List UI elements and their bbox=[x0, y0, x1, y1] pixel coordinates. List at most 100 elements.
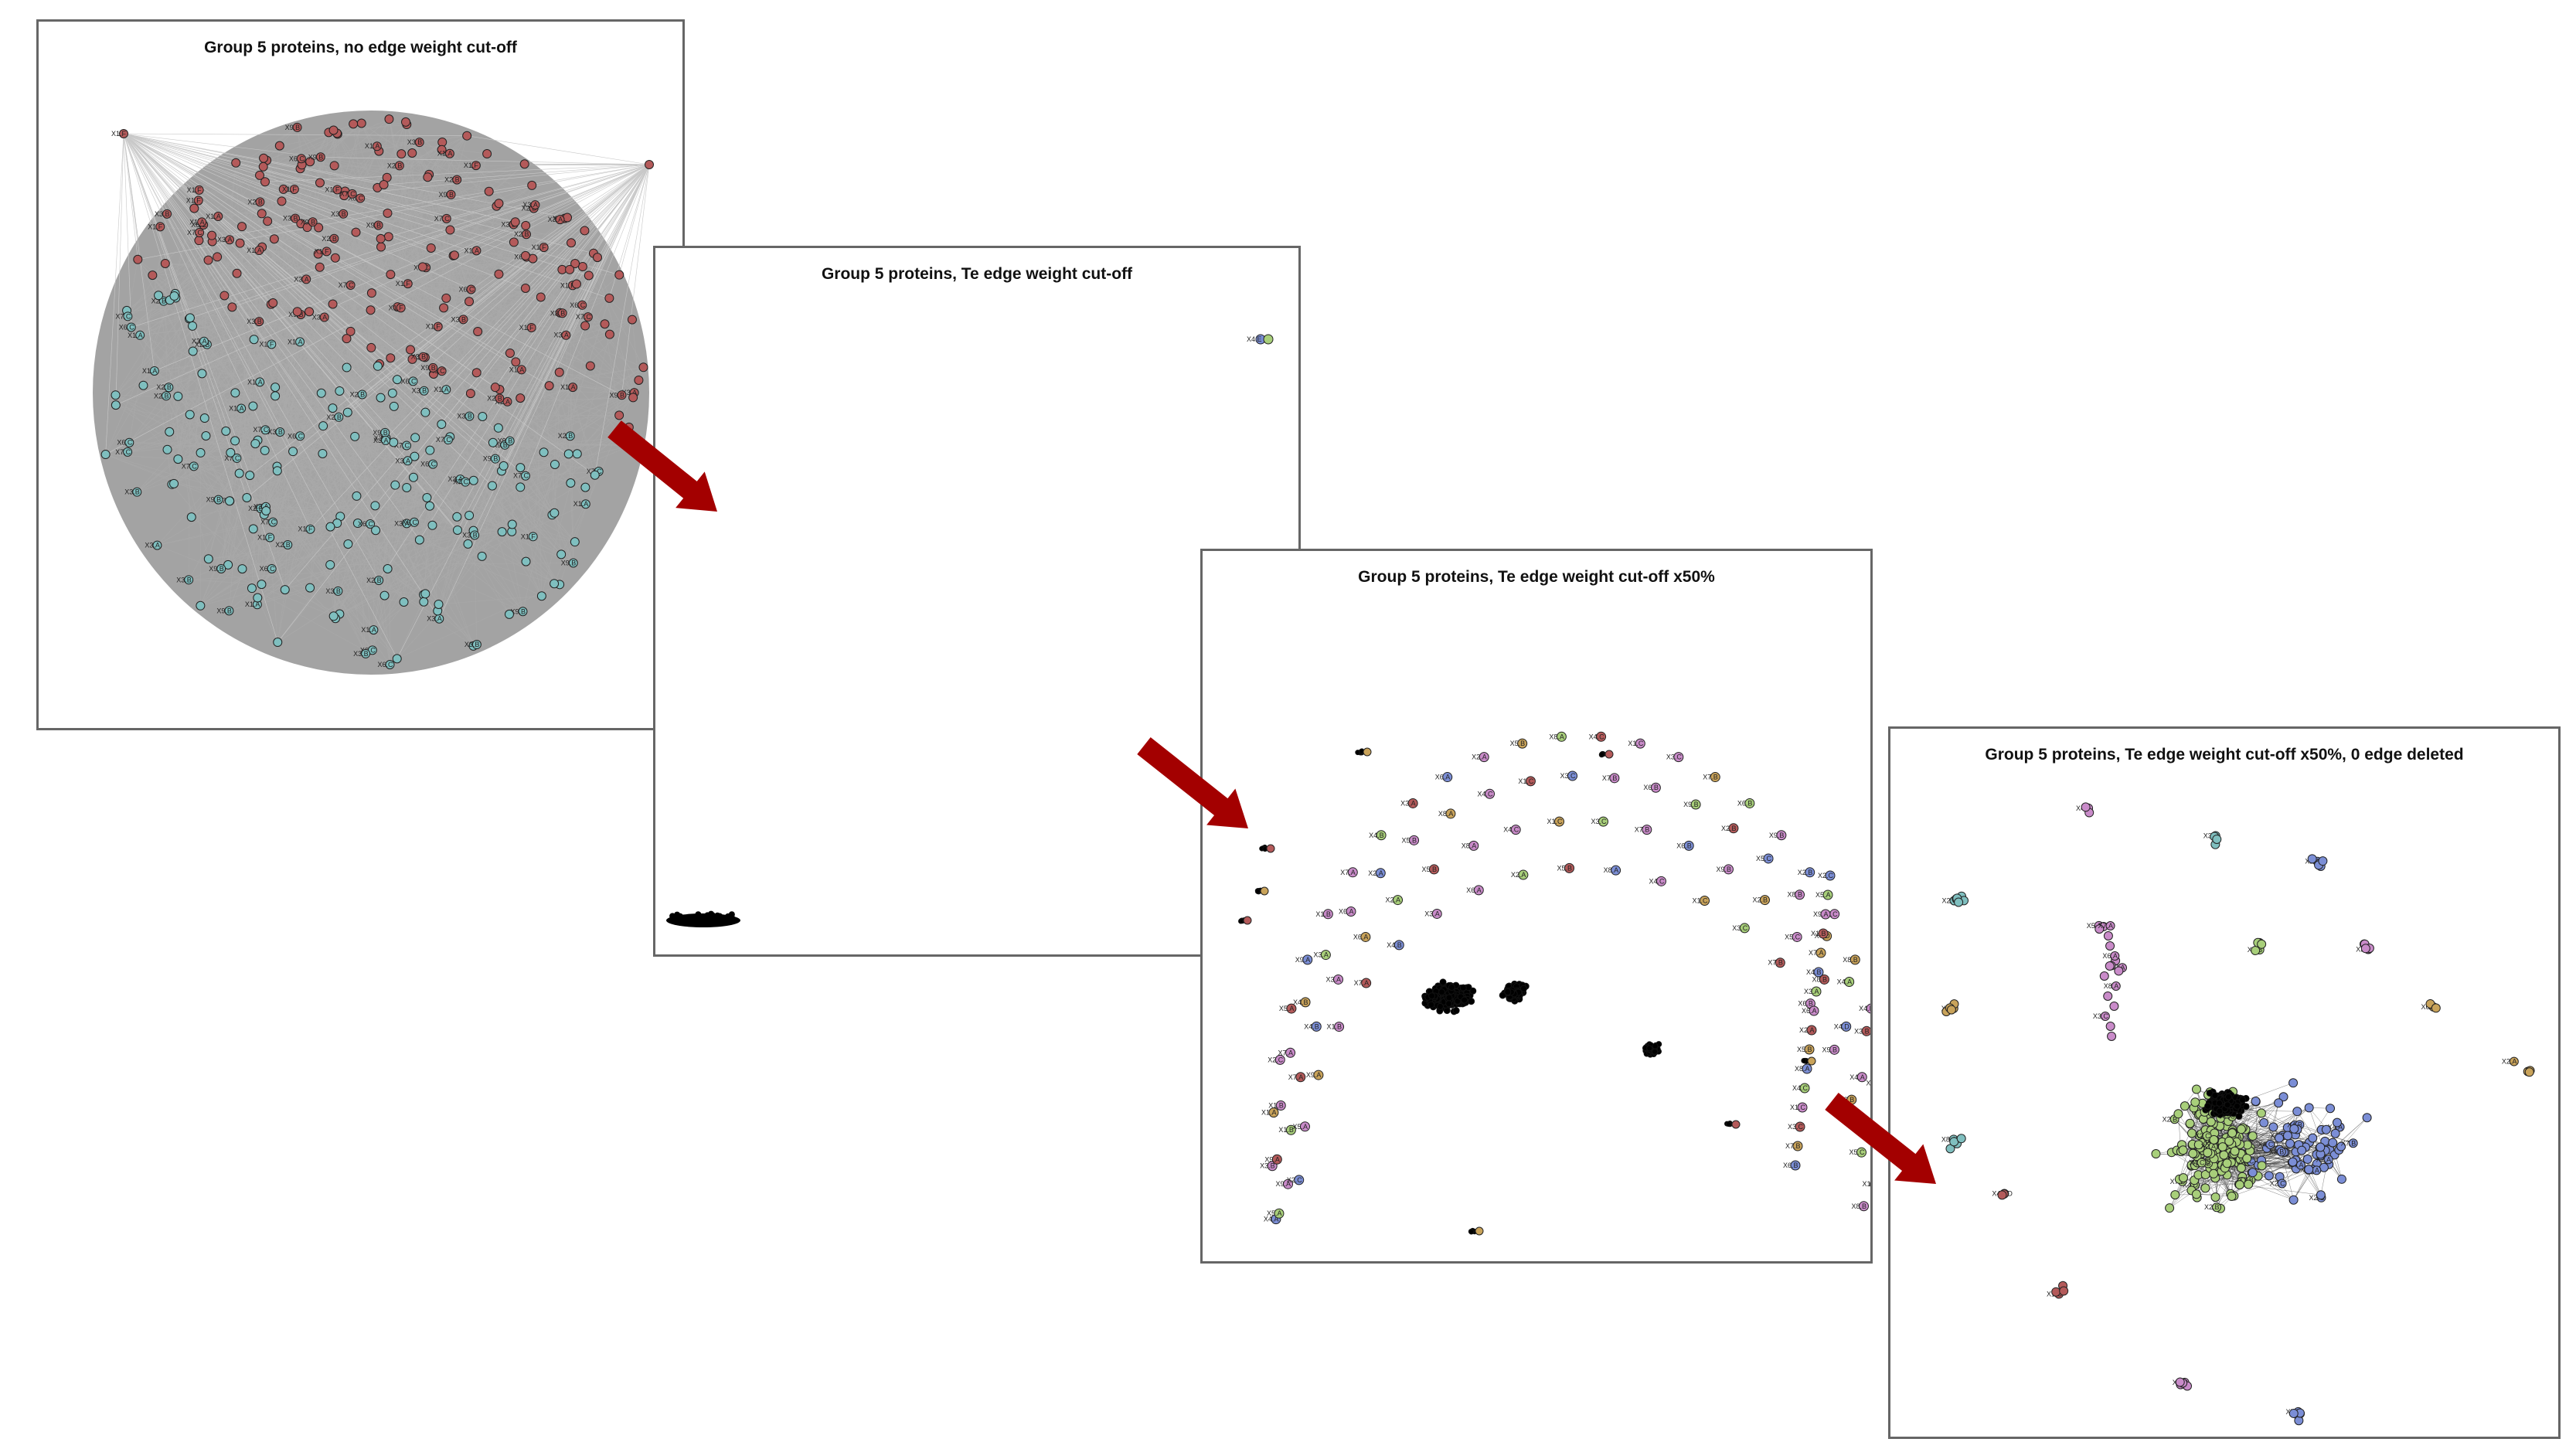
network-node bbox=[392, 654, 402, 664]
node-label: X7.B bbox=[1768, 959, 1783, 967]
network-node bbox=[345, 326, 356, 336]
network-node: X4.B bbox=[1369, 830, 1387, 841]
node-label: X3.A bbox=[427, 615, 442, 623]
network-node bbox=[258, 162, 268, 172]
node-label: X1.A bbox=[1261, 1109, 1277, 1117]
network-node: X3.A bbox=[373, 435, 391, 445]
node-label: X3.C bbox=[1732, 924, 1748, 932]
network-node bbox=[566, 478, 576, 488]
network-node bbox=[2332, 1117, 2342, 1128]
node-label: X2.C bbox=[1268, 1056, 1284, 1063]
network-node bbox=[539, 447, 549, 457]
network-node: X7.C bbox=[513, 471, 530, 481]
network-node: X6.C bbox=[400, 376, 418, 386]
node-label: X2.B bbox=[487, 395, 502, 403]
network-node: X3.A bbox=[1313, 950, 1331, 961]
node-label: X5.A bbox=[2087, 922, 2102, 930]
network-node: X1.F bbox=[282, 184, 299, 194]
network-node bbox=[614, 270, 624, 280]
dense-cluster bbox=[1355, 748, 1365, 756]
node-label: X2.B bbox=[248, 505, 264, 512]
network-node: X4.A bbox=[1849, 1072, 1867, 1083]
node-label: X4.A bbox=[1849, 1073, 1865, 1081]
network-node bbox=[645, 160, 654, 169]
network-node: X3.A bbox=[192, 336, 209, 346]
network-node bbox=[419, 597, 429, 607]
network-node bbox=[2288, 1157, 2298, 1167]
network-node bbox=[422, 493, 432, 503]
node-label: X8.A bbox=[1462, 842, 1477, 849]
node-label: X9.B bbox=[420, 364, 436, 372]
node-label: X2.B bbox=[522, 205, 537, 213]
network-node: X9.B bbox=[1716, 864, 1734, 875]
network-node: X1.A bbox=[365, 141, 382, 151]
network-node bbox=[194, 236, 204, 246]
node-label: X6.C bbox=[289, 155, 305, 162]
node-label: X4.C bbox=[1589, 733, 1605, 740]
network-node bbox=[253, 593, 263, 603]
node-label: X6.C bbox=[400, 377, 417, 385]
collapsed-cluster bbox=[666, 910, 740, 927]
node-label: X8.A bbox=[1604, 866, 1619, 874]
network-node bbox=[2304, 1165, 2314, 1175]
network-node bbox=[593, 253, 603, 263]
network-node bbox=[488, 437, 498, 447]
network-node: X6.A bbox=[1802, 1005, 1819, 1016]
network-node: X1.B bbox=[1278, 1124, 1296, 1135]
network-node bbox=[1956, 1134, 1966, 1144]
network-node: X5.A bbox=[1292, 1121, 1310, 1132]
network-node bbox=[328, 403, 338, 413]
node-label: X2.A bbox=[2201, 1143, 2217, 1151]
network-node: X1.A bbox=[573, 499, 590, 509]
network-node bbox=[2248, 1168, 2258, 1178]
node-label: X3.A bbox=[1424, 910, 1440, 917]
node-label: X3.A bbox=[145, 542, 160, 549]
network-node bbox=[2307, 854, 2317, 864]
node-label: X5.B bbox=[1422, 866, 1438, 873]
node-label: X2.B bbox=[444, 176, 460, 184]
node-label: X3.B bbox=[412, 387, 427, 395]
network-node: X3.C bbox=[1732, 923, 1750, 934]
network-node bbox=[556, 549, 567, 560]
node-label: X4.B bbox=[1806, 968, 1822, 976]
dense-cluster bbox=[1598, 750, 1606, 758]
network-node: X7.A bbox=[1809, 947, 1826, 958]
node-label: X1.F bbox=[325, 186, 340, 194]
node-label: X1.C bbox=[1518, 777, 1534, 785]
network-node bbox=[638, 362, 648, 372]
node-label: X3.B bbox=[464, 641, 480, 648]
node-label: X3.B bbox=[283, 215, 298, 223]
network-node bbox=[315, 178, 325, 188]
node-label: X2.B bbox=[247, 198, 263, 206]
network-node: X7.C bbox=[436, 435, 453, 445]
node-label: X1.F bbox=[186, 196, 202, 204]
network-node bbox=[2244, 1179, 2254, 1189]
network-node bbox=[1731, 1120, 1741, 1129]
network-node: X2.B bbox=[444, 175, 462, 185]
node-label: X6.B bbox=[1643, 784, 1659, 791]
node-label: X7.B bbox=[1785, 1142, 1801, 1150]
network-node: X2.B bbox=[1798, 867, 1815, 878]
network-node bbox=[2227, 1192, 2237, 1202]
node-label: X1.A bbox=[437, 150, 453, 158]
network-node bbox=[2236, 1124, 2246, 1134]
dense-cluster bbox=[1421, 978, 1477, 1015]
network-node: X1.A bbox=[288, 337, 305, 347]
network-node bbox=[247, 583, 257, 594]
network-node: X1.F bbox=[426, 321, 443, 332]
network-node bbox=[516, 463, 526, 473]
network-node: X3.B bbox=[247, 317, 264, 327]
node-label: X2.A bbox=[1368, 869, 1383, 877]
network-node bbox=[2304, 1103, 2314, 1113]
network-node bbox=[100, 450, 111, 460]
network-node: X6.C bbox=[260, 563, 277, 573]
network-node bbox=[505, 348, 515, 358]
network-node bbox=[2257, 1161, 2267, 1171]
node-label: X3.A bbox=[1400, 799, 1416, 807]
network-node bbox=[414, 535, 424, 545]
network-node bbox=[221, 426, 231, 436]
network-node: X1.A bbox=[229, 403, 247, 413]
network-node bbox=[376, 233, 386, 243]
network-panel-te-cutoff-x50-0-edge-deleted: Group 5 proteins, Te edge weight cut-off… bbox=[1888, 726, 2561, 1439]
network-node bbox=[249, 335, 259, 345]
